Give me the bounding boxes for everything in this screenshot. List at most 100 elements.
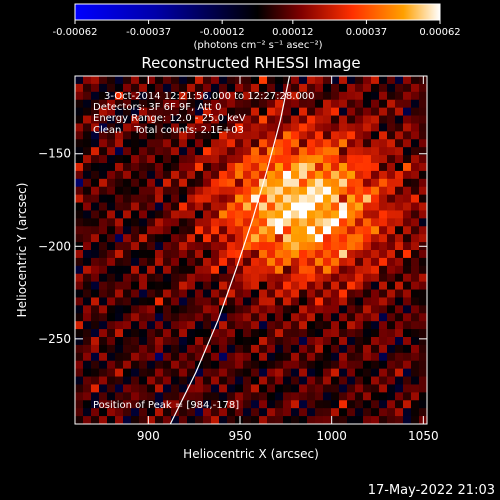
heatmap-cell — [75, 155, 84, 164]
heatmap-cell — [91, 289, 100, 299]
heatmap-cell — [379, 147, 388, 156]
heatmap-cell — [91, 376, 100, 386]
heatmap-cell — [227, 91, 236, 101]
heatmap-cell — [411, 218, 420, 227]
heatmap-cell — [371, 376, 380, 386]
heatmap-cell — [123, 147, 132, 156]
heatmap-cell — [363, 281, 372, 291]
heatmap-cell — [131, 226, 140, 235]
heatmap-cell — [107, 99, 116, 109]
heatmap-cell — [83, 305, 92, 314]
heatmap-cell — [131, 91, 140, 101]
heatmap-cell — [363, 210, 372, 219]
heatmap-cell — [163, 226, 172, 235]
heatmap-cell — [379, 115, 388, 125]
heatmap-cell — [259, 218, 268, 227]
heatmap-cell — [267, 234, 276, 243]
heatmap-cell — [315, 416, 324, 424]
heatmap-cell — [123, 250, 132, 259]
heatmap-cell — [339, 257, 348, 267]
heatmap-cell — [339, 289, 348, 299]
heatmap-cell — [371, 297, 380, 306]
heatmap-cell — [195, 257, 204, 267]
heatmap-cell — [203, 344, 212, 354]
heatmap-cell — [123, 131, 132, 140]
heatmap-cell — [187, 210, 196, 219]
heatmap-cell — [219, 99, 228, 109]
heatmap-cell — [363, 202, 372, 212]
heatmap-cell — [131, 139, 140, 148]
heatmap-cell — [195, 416, 204, 424]
heatmap-cell — [171, 99, 180, 109]
heatmap-cell — [355, 289, 364, 299]
heatmap-cell — [323, 250, 332, 259]
heatmap-cell — [155, 218, 164, 227]
heatmap-cell — [155, 186, 164, 196]
heatmap-cell — [355, 313, 364, 322]
heatmap-cell — [267, 202, 276, 212]
heatmap-cell — [371, 107, 380, 117]
heatmap-cell — [147, 76, 156, 85]
heatmap-cell — [339, 226, 348, 235]
heatmap-cell — [235, 305, 244, 314]
heatmap-cell — [155, 99, 164, 109]
heatmap-cell — [219, 178, 228, 188]
heatmap-cell — [275, 352, 284, 362]
heatmap-cell — [259, 321, 268, 330]
heatmap-cell — [75, 170, 84, 180]
heatmap-cell — [171, 210, 180, 219]
heatmap-cell — [283, 155, 292, 164]
heatmap-cell — [379, 139, 388, 148]
heatmap-cell — [395, 321, 404, 330]
heatmap-cell — [283, 123, 292, 132]
heatmap-cell — [155, 178, 164, 188]
heatmap-cell — [91, 210, 100, 219]
heatmap-cell — [203, 147, 212, 156]
heatmap-cell — [395, 313, 404, 322]
heatmap-cell — [315, 408, 324, 417]
heatmap-cell — [179, 186, 188, 196]
colorbar-tick-label: 0.00062 — [419, 27, 460, 38]
heatmap-cell — [315, 83, 324, 93]
heatmap-cell — [339, 115, 348, 125]
heatmap-cell — [315, 257, 324, 267]
heatmap-cell — [123, 281, 132, 291]
heatmap-cell — [147, 384, 156, 393]
heatmap-cell — [219, 281, 228, 291]
heatmap-cell — [411, 115, 420, 125]
heatmap-cell — [315, 400, 324, 409]
heatmap-cell — [115, 313, 124, 322]
heatmap-cell — [195, 352, 204, 362]
heatmap-cell — [131, 368, 140, 378]
heatmap-cell — [91, 400, 100, 409]
heatmap-cell — [291, 392, 300, 401]
colorbar-units-label: (photons cm⁻² s⁻¹ asec⁻²) — [193, 40, 322, 51]
heatmap-cell — [115, 210, 124, 219]
heatmap-cell — [259, 273, 268, 283]
heatmap-cell — [147, 321, 156, 330]
heatmap-cell — [363, 376, 372, 386]
heatmap-cell — [155, 115, 164, 125]
heatmap-cell — [395, 344, 404, 354]
heatmap-cell — [331, 234, 340, 243]
heatmap-cell — [235, 352, 244, 362]
heatmap-cell — [243, 250, 252, 259]
heatmap-cell — [307, 360, 316, 370]
heatmap-cell — [147, 226, 156, 235]
heatmap-cell — [107, 202, 116, 212]
heatmap-cell — [83, 226, 92, 235]
heatmap-cell — [147, 360, 156, 370]
heatmap-cell — [403, 368, 412, 378]
heatmap-cell — [227, 297, 236, 306]
heatmap-cell — [227, 289, 236, 299]
heatmap-cell — [387, 163, 396, 172]
heatmap-cell — [243, 289, 252, 299]
heatmap-cell — [147, 344, 156, 354]
heatmap-cell — [211, 194, 220, 204]
heatmap-cell — [203, 257, 212, 267]
heatmap-cell — [219, 352, 228, 362]
heatmap-cell — [163, 281, 172, 291]
heatmap-cell — [115, 392, 124, 401]
heatmap-cell — [195, 273, 204, 283]
heatmap-cell — [115, 250, 124, 259]
